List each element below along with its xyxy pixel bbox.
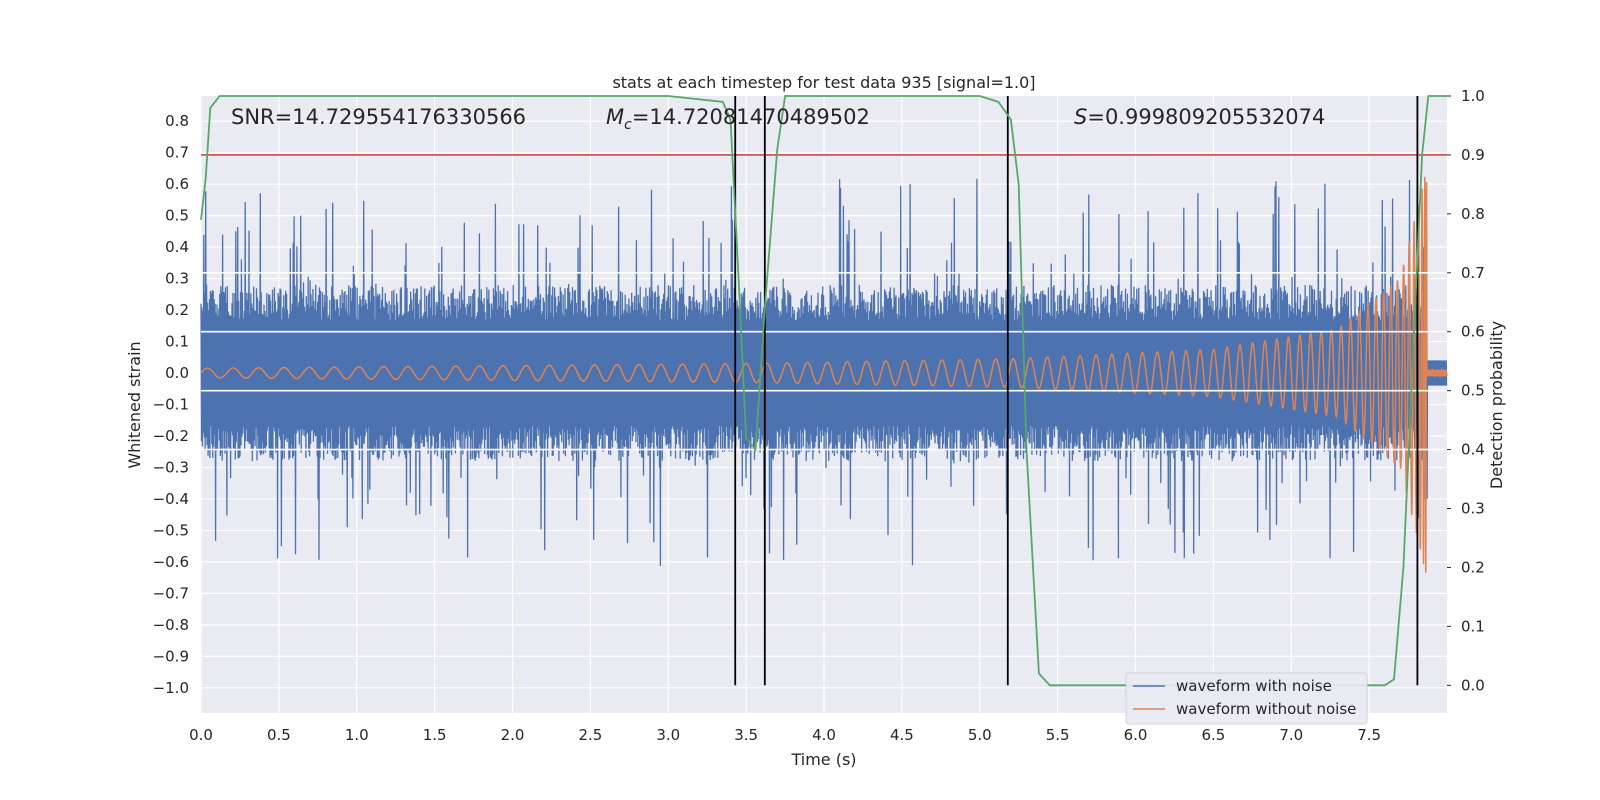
series-waveform-without-noise: [200, 176, 1448, 573]
x-tick-label: 6.0: [1124, 726, 1148, 744]
y-tick-label: −0.2: [153, 427, 189, 445]
y-tick-label: 0.5: [165, 207, 189, 225]
y-axis-label: Whitened strain: [125, 341, 144, 468]
signal-series: [200, 176, 1448, 573]
y2-tick-label: 1.0: [1461, 87, 1485, 105]
y-tick-label: −0.3: [153, 458, 189, 476]
chart-title: stats at each timestep for test data 935…: [612, 73, 1035, 92]
series-waveform-with-noise: [200, 178, 1448, 567]
y-tick-label: 0.7: [165, 144, 189, 162]
legend-label-noise: waveform with noise: [1176, 677, 1332, 695]
legend-box: [1125, 672, 1368, 725]
x-tick-label: 2.5: [578, 726, 602, 744]
legend: waveform with noise waveform without noi…: [1125, 672, 1368, 725]
y2-tick-label: 0.9: [1461, 146, 1485, 164]
y-tick-label: 0.1: [165, 333, 189, 351]
y-tick-label: −0.6: [153, 553, 189, 571]
y-tick-label: 0.3: [165, 270, 189, 288]
series-detection-probability: [200, 95, 1447, 687]
legend-label-signal: waveform without noise: [1176, 700, 1356, 718]
x-tick-label: 2.0: [501, 726, 525, 744]
y2-tick-label: 0.3: [1461, 500, 1485, 518]
x-tick-label: 1.5: [423, 726, 447, 744]
x-tick-label: 3.5: [734, 726, 758, 744]
x-tick-label: 5.0: [968, 726, 992, 744]
x-tick-label: 5.5: [1046, 726, 1070, 744]
mc-symbol: M: [606, 105, 624, 129]
mc-subscript: c: [624, 117, 632, 133]
x-tick-label: 4.0: [812, 726, 836, 744]
annotation-snr: SNR=14.729554176330566: [231, 105, 526, 129]
y-tick-label: −0.8: [153, 616, 189, 634]
y-tick-label: 0.2: [165, 301, 189, 319]
s-symbol: S: [1074, 105, 1087, 129]
y2-tick-label: 0.4: [1461, 441, 1485, 459]
x-tick-label: 6.5: [1201, 726, 1225, 744]
x-tick-label: 7.0: [1279, 726, 1303, 744]
y-tick-label: 0.4: [165, 238, 189, 256]
x-axis-label: Time (s): [790, 750, 856, 769]
y-tick-label: −0.9: [153, 647, 189, 665]
s-value: =0.999809205532074: [1087, 105, 1325, 129]
x-tick-label: 7.5: [1357, 726, 1381, 744]
vertical-lines: [734, 96, 1419, 686]
x-tick-label: 4.5: [890, 726, 914, 744]
y2-axis-label: Detection probability: [1487, 321, 1506, 489]
y-tick-label: 0.6: [165, 175, 189, 193]
y2-tick-label: 0.0: [1461, 676, 1485, 694]
y-tick-label: 0.8: [165, 112, 189, 130]
x-tick-label: 0.5: [267, 726, 291, 744]
y2-tick-label: 0.7: [1461, 264, 1485, 282]
annotation-mc: Mc=14.72081470489502: [606, 105, 870, 133]
probability-series: [200, 95, 1447, 687]
annotation-s: S=0.999809205532074: [1074, 105, 1325, 129]
y2-tick-label: 0.8: [1461, 205, 1485, 223]
mc-value: =14.72081470489502: [632, 105, 870, 129]
horizontal-lines: [201, 154, 1447, 451]
y2-tick-label: 0.6: [1461, 323, 1485, 341]
x-tick-label: 1.0: [345, 726, 369, 744]
y2-tick-label: 0.5: [1461, 382, 1485, 400]
y2-tick-label: 0.2: [1461, 558, 1485, 576]
y-tick-label: −0.7: [153, 584, 189, 602]
y-tick-label: −0.1: [153, 396, 189, 414]
ticks: 0.0 0.5 1.0 1.5 2.0 2.5 3.0 3.5 4.0 4.5 5.0 5.5 6.0 6…: [153, 87, 1485, 744]
y-tick-label: 0.0: [165, 364, 189, 382]
y2-tick-label: 0.1: [1461, 617, 1485, 635]
y-tick-label: −0.4: [153, 490, 189, 508]
x-tick-label: 0.0: [189, 726, 213, 744]
y-tick-label: −0.5: [153, 521, 189, 539]
x-tick-label: 3.0: [656, 726, 680, 744]
y-tick-label: −1.0: [153, 679, 189, 697]
noise-series: [200, 178, 1448, 567]
